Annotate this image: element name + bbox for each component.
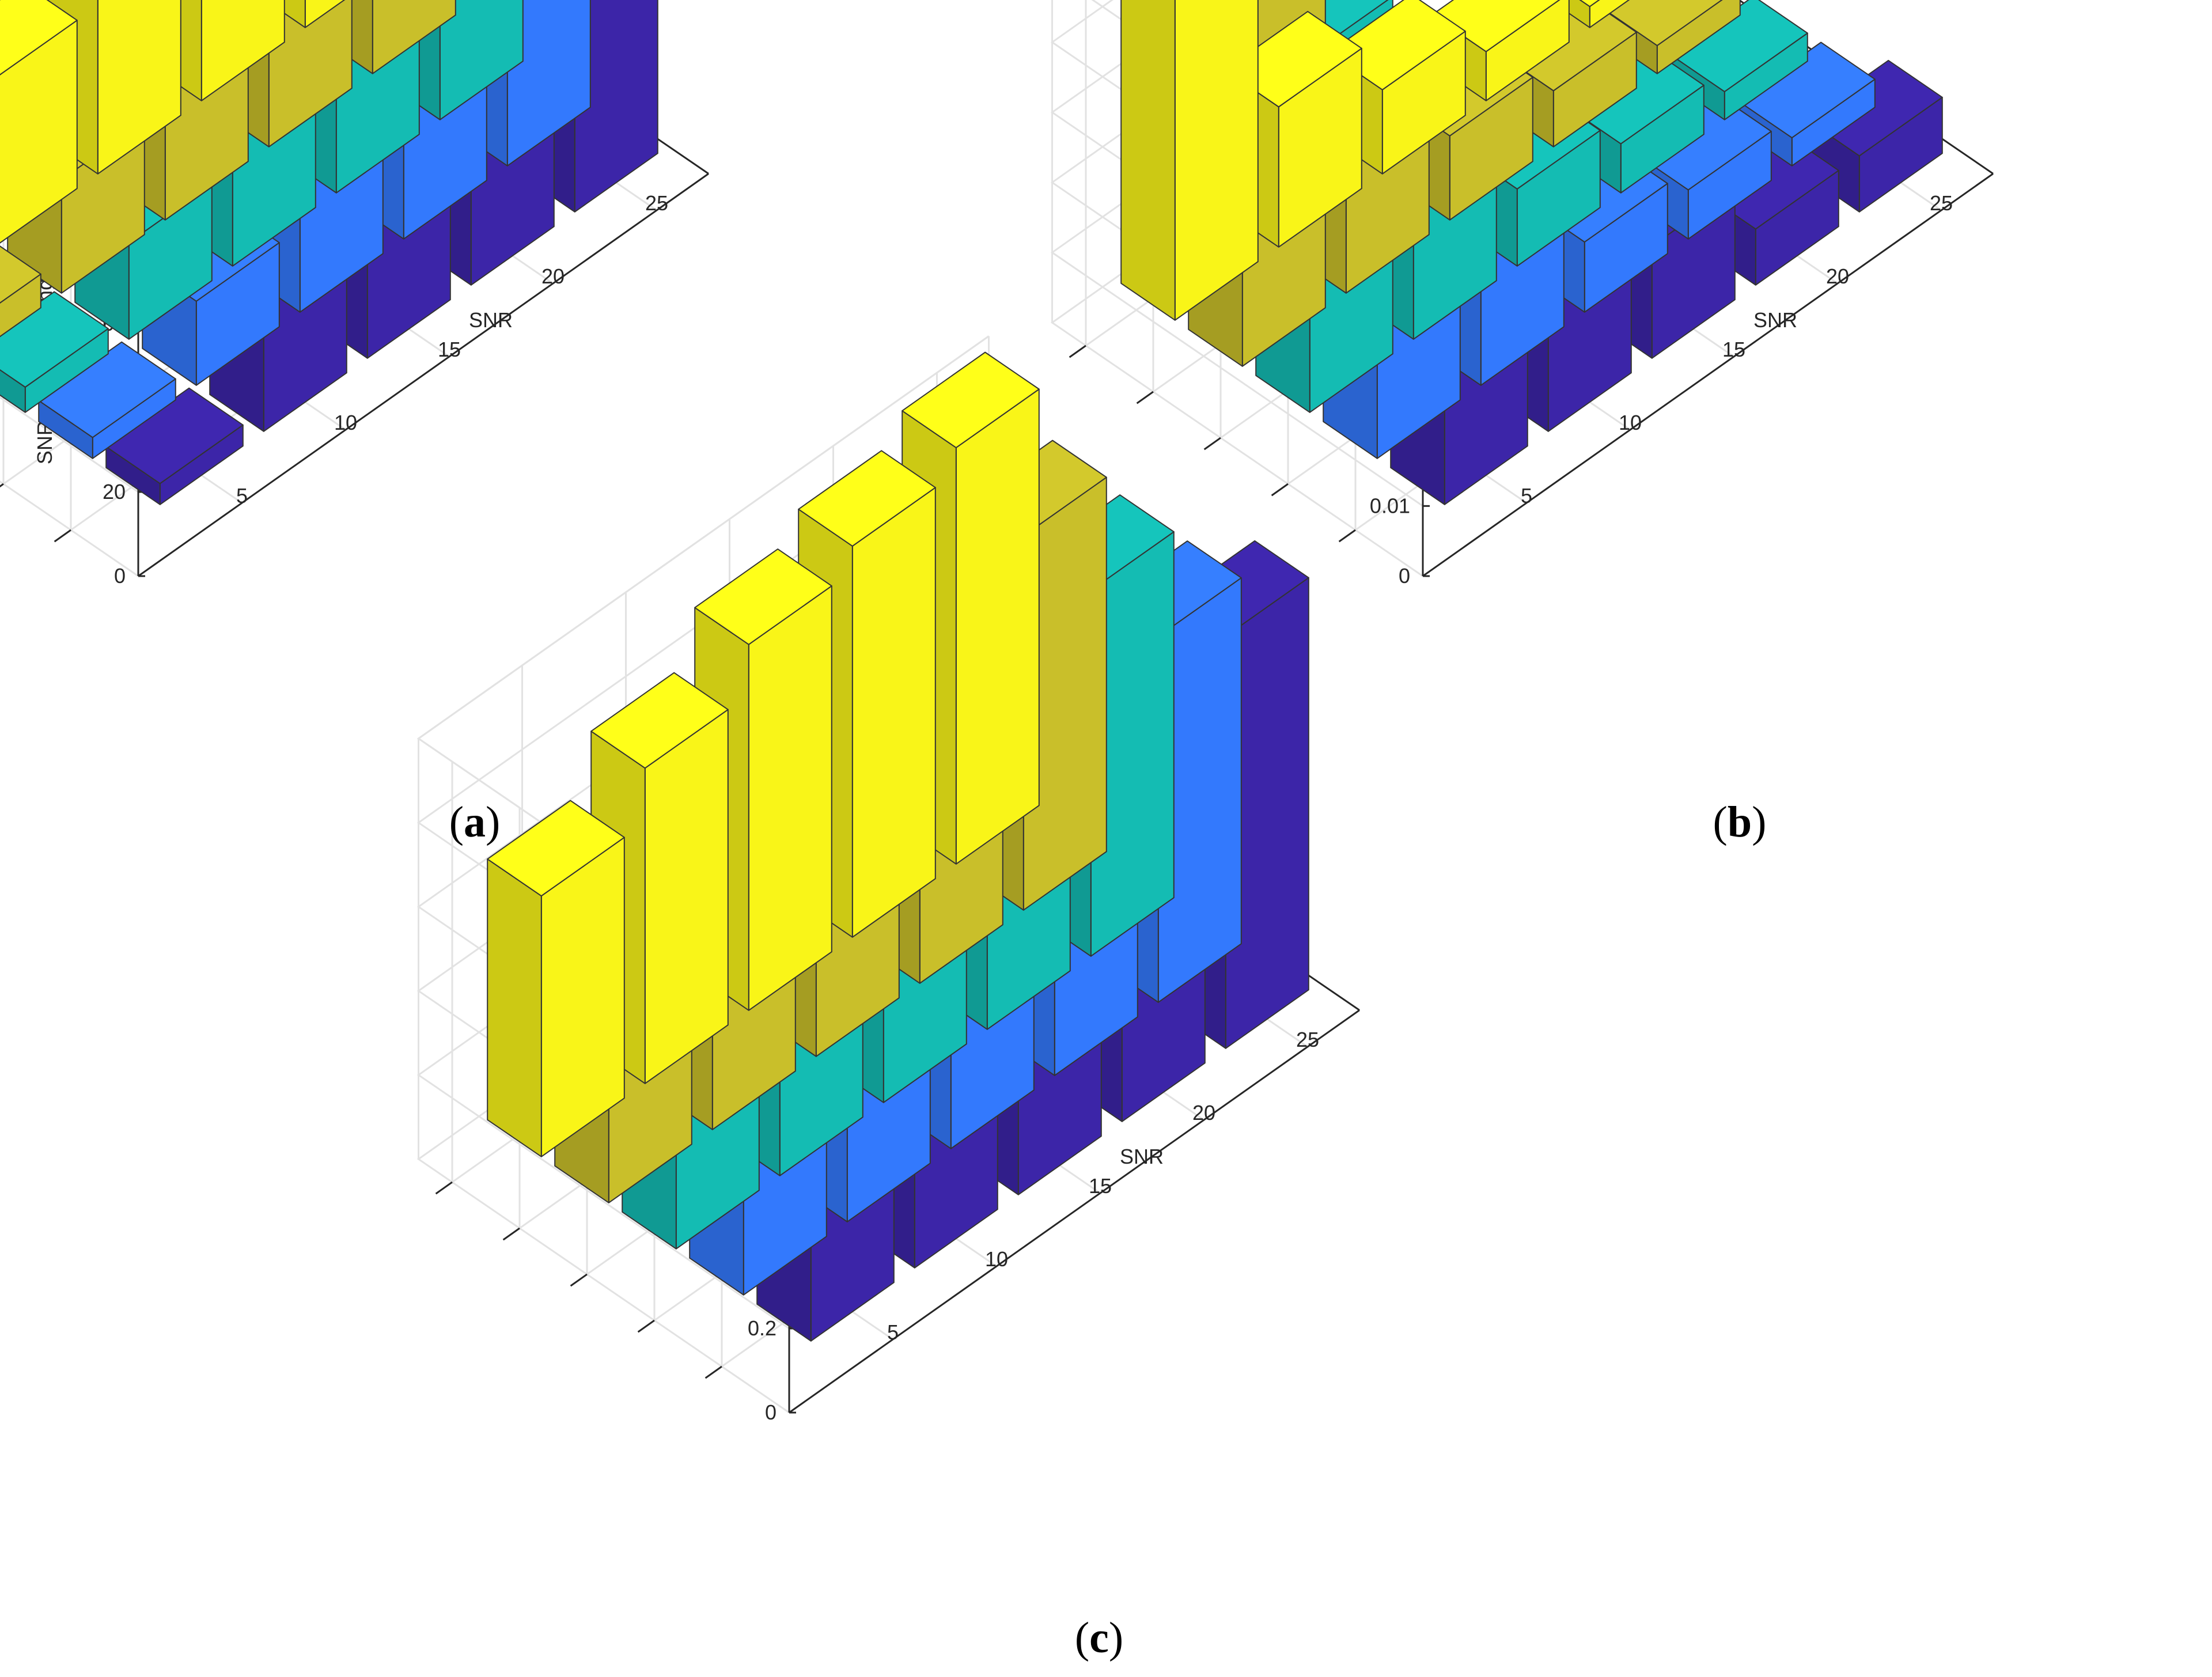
series-tick-mark [435,1181,453,1195]
z-tick-label: 0 [765,1400,777,1424]
panel-label-c: (c) [1075,1614,1123,1662]
x-tick-label: 10 [1619,411,1642,434]
x-tick-label: 15 [1722,338,1745,361]
series-tick-mark [502,1227,520,1241]
bar-face-front [851,487,936,938]
x-tick-label: 20 [1826,264,1849,288]
series-tick-mark [637,1319,655,1333]
bar-face-side [0,369,26,413]
bar-da-vmd-snr-10 [0,0,78,244]
bar-face-top [590,672,729,769]
x-tick-label: 15 [1089,1174,1112,1198]
bar-face-side [487,858,542,1157]
bar-face-front [200,0,285,101]
bar-asvd-snr-25 [1737,41,1876,166]
x-tick-label: 5 [1521,484,1532,508]
x-axis-label: SNR [1120,1145,1164,1168]
x-tick-label: 20 [541,264,565,288]
bar-face-top [1579,0,1600,7]
bar-face-front [304,0,346,28]
series-tick-mark [1338,529,1356,543]
chart-c-ncc: 00.20.40.60.81NCCDA-VMDWavelet-db4EMDASV… [416,335,1360,1424]
series-tick-mark [570,1273,588,1287]
bar-face-top [1670,0,1808,93]
bar-face-side [1120,0,1176,321]
bar-face-top [694,548,832,645]
x-tick-label: 25 [645,191,668,215]
bar-face-front [439,0,524,120]
x-axis-line [1422,173,1994,577]
bar-face-top [1737,41,1876,139]
chart-a-snr-after-denoising: 020406080100SNR after denoisingDA-VMDWav… [0,0,709,588]
series-tick-mark [1136,391,1154,404]
z-tick-label: 20 [103,480,126,504]
x-tick-label: 20 [1192,1101,1215,1125]
bar-face-front [268,0,353,147]
bar-face-top [902,351,1040,449]
bar-da-vmd-snr-5 [487,800,625,1157]
series-tick-mark [1203,437,1221,451]
series-tick-mark [1271,483,1289,497]
x-tick-label: 10 [985,1247,1008,1271]
x-tick-label: 5 [236,484,248,508]
bars [487,351,1309,1342]
bar-face-front [644,709,729,1084]
bar-face-top [105,387,244,484]
panel-label-b: (b) [1713,798,1767,846]
bars [0,0,658,505]
series-tick-mark [1069,345,1086,358]
x-tick-label: 25 [1930,191,1953,215]
z-tick-label: 0 [114,564,126,588]
x-axis-label: SNR [469,308,513,332]
bar-face-front [372,0,456,74]
bar-face-top [798,450,936,547]
bar-face-front [955,388,1040,865]
bar-face-top [0,0,78,75]
z-tick-label: 0.2 [748,1316,777,1340]
x-tick-label: 10 [334,411,357,434]
z-tick-label: 0 [1399,564,1410,588]
z-tick-label: 0.01 [1370,494,1410,517]
bar-da-vmd-snr-5 [1120,0,1259,321]
bars [1120,0,1943,505]
chart-b-rmse: 00.010.020.030.040.050.06RMSEDA-VMDWavel… [1050,0,1994,588]
bar-face-top [487,800,625,897]
x-tick-label: 15 [438,338,461,361]
x-axis-label: SNR [1753,308,1797,332]
series-tick-mark [704,1365,722,1379]
x-axis-line [138,173,709,577]
bar-face-front [506,0,591,166]
bar-face-front [574,0,658,213]
bar-ceeemdan-snr-5 [105,387,244,505]
series-tick-mark [0,483,4,488]
x-tick-label: 5 [887,1320,899,1344]
bar-face-top [0,245,41,304]
panel-label-a: (a) [449,798,501,846]
bar-asvd-snr-5 [38,341,176,459]
x-tick-label: 25 [1296,1028,1319,1051]
bar-face-top [38,341,176,438]
x-axis-line [789,1009,1360,1414]
bar-wavelet-db4-snr-5 [0,245,41,338]
bar-face-top [1603,0,1723,47]
bar-face-front [748,585,832,1011]
series-tick-mark [54,529,71,543]
